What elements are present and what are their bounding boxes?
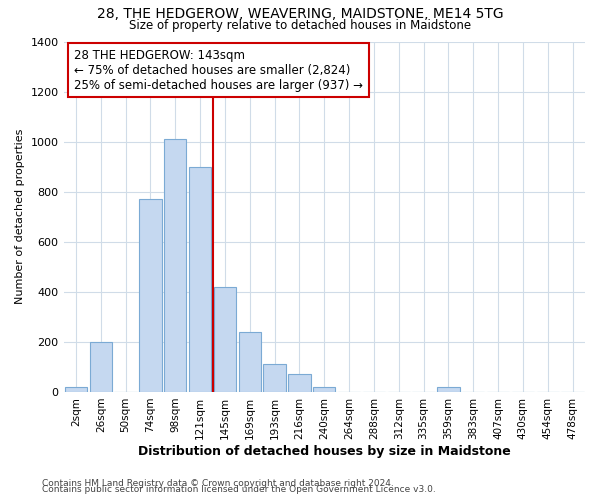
Bar bbox=[65, 387, 87, 392]
X-axis label: Distribution of detached houses by size in Maidstone: Distribution of detached houses by size … bbox=[138, 444, 511, 458]
Bar bbox=[239, 332, 261, 392]
Bar bbox=[164, 139, 187, 392]
Bar bbox=[89, 342, 112, 392]
Text: 28, THE HEDGEROW, WEAVERING, MAIDSTONE, ME14 5TG: 28, THE HEDGEROW, WEAVERING, MAIDSTONE, … bbox=[97, 8, 503, 22]
Text: Size of property relative to detached houses in Maidstone: Size of property relative to detached ho… bbox=[129, 18, 471, 32]
Text: Contains HM Land Registry data © Crown copyright and database right 2024.: Contains HM Land Registry data © Crown c… bbox=[42, 478, 394, 488]
Text: Contains public sector information licensed under the Open Government Licence v3: Contains public sector information licen… bbox=[42, 485, 436, 494]
Bar bbox=[288, 374, 311, 392]
Text: 28 THE HEDGEROW: 143sqm
← 75% of detached houses are smaller (2,824)
25% of semi: 28 THE HEDGEROW: 143sqm ← 75% of detache… bbox=[74, 48, 363, 92]
Bar bbox=[263, 364, 286, 392]
Bar bbox=[313, 387, 335, 392]
Y-axis label: Number of detached properties: Number of detached properties bbox=[15, 129, 25, 304]
Bar bbox=[139, 199, 161, 392]
Bar bbox=[214, 287, 236, 392]
Bar bbox=[437, 387, 460, 392]
Bar bbox=[189, 166, 211, 392]
